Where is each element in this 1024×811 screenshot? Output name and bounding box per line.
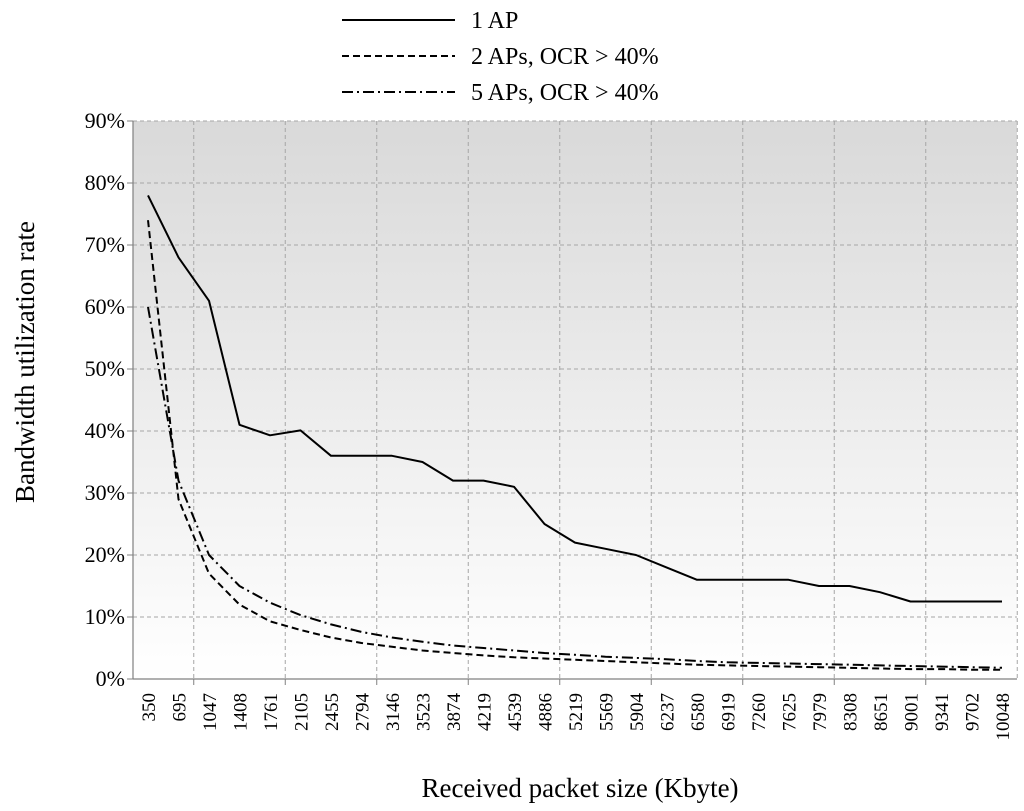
y-axis-ticks: 0% 10% 20% 30% 40% 50% 60% 70% 80% 90%	[85, 108, 125, 691]
legend-label-1: 1 AP	[471, 8, 518, 34]
x-tick-label: 2794	[353, 693, 374, 732]
x-tick-label: 350	[139, 693, 160, 722]
grid-lines	[133, 120, 1018, 679]
y-tick-label: 10%	[85, 604, 125, 629]
x-tick-label: 7260	[749, 693, 770, 731]
x-tick-label: 3874	[444, 693, 465, 732]
x-tick-label: 2105	[292, 693, 313, 731]
x-tick-label: 2455	[322, 693, 343, 731]
x-tick-label: 1761	[261, 693, 282, 731]
x-tick-label: 4886	[536, 693, 557, 731]
x-axis-ticks: 350 695 1047 1408 1761 2105 2455 2794 3146 3523 38…	[139, 693, 1014, 741]
series-line-3	[147, 306, 1003, 669]
y-tick-label: 50%	[85, 356, 125, 381]
y-tick-label: 40%	[85, 418, 125, 443]
x-tick-label: 4539	[505, 693, 526, 731]
y-tick-label: 0%	[96, 666, 125, 691]
y-tick-label: 80%	[85, 170, 125, 195]
x-tick-label: 3523	[414, 693, 435, 731]
x-tick-label: 8308	[841, 693, 862, 731]
x-tick-label: 10048	[993, 693, 1014, 741]
y-tick-label: 30%	[85, 480, 125, 505]
legend-label-3: 5 APs, OCR > 40%	[471, 80, 659, 106]
x-tick-label: 8651	[871, 693, 892, 731]
series-line-1	[147, 194, 1002, 603]
x-tick-label: 7979	[810, 693, 831, 731]
x-tick-label: 1047	[200, 693, 221, 731]
x-tick-label: 9341	[932, 693, 953, 731]
plot-area	[133, 121, 1017, 679]
series-lines	[147, 194, 1003, 671]
x-tick-label: 7625	[780, 693, 801, 731]
x-tick-label: 6580	[688, 693, 709, 731]
y-axis-label: Bandwidth utilization rate	[10, 221, 40, 503]
y-tick-label: 70%	[85, 232, 125, 257]
x-tick-label: 5904	[627, 693, 648, 732]
y-tick-label: 90%	[85, 108, 125, 133]
axes	[127, 120, 1017, 685]
x-tick-label: 695	[170, 693, 191, 722]
x-axis-label: Received packet size (Kbyte)	[421, 773, 738, 803]
legend-label-2: 2 APs, OCR > 40%	[471, 44, 659, 70]
x-tick-label: 5569	[597, 693, 618, 731]
x-tick-label: 9001	[902, 693, 923, 731]
x-tick-label: 6237	[658, 693, 679, 731]
x-tick-label: 6919	[719, 693, 740, 731]
legend: 1 AP 2 APs, OCR > 40% 5 APs, OCR > 40%	[342, 8, 659, 106]
x-tick-label: 1408	[231, 693, 252, 731]
x-tick-label: 3146	[383, 693, 404, 731]
x-tick-label: 4219	[475, 693, 496, 731]
y-tick-label: 20%	[85, 542, 125, 567]
y-tick-label: 60%	[85, 294, 125, 319]
x-tick-label: 9702	[963, 693, 984, 731]
x-tick-label: 5219	[566, 693, 587, 731]
